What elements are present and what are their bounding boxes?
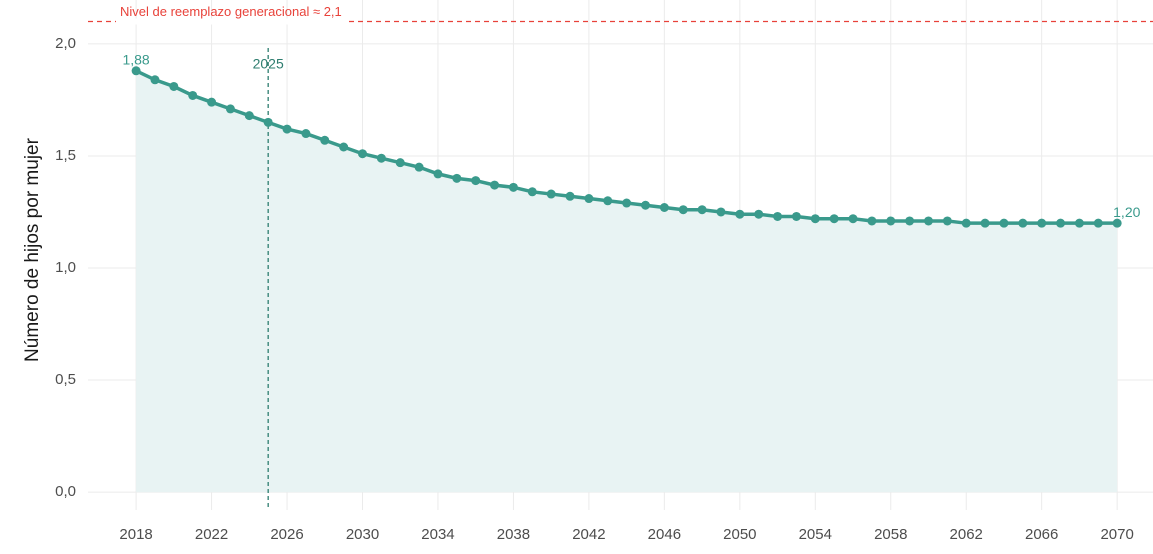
point <box>754 209 764 219</box>
point <box>565 191 575 201</box>
point <box>546 189 556 199</box>
point <box>886 216 896 226</box>
point <box>244 111 254 121</box>
point <box>490 180 500 190</box>
point <box>1018 218 1028 228</box>
point <box>339 142 349 152</box>
point <box>848 214 858 224</box>
x-tick-label: 2034 <box>421 526 454 543</box>
point <box>1093 218 1103 228</box>
point <box>471 176 481 186</box>
point <box>678 205 688 215</box>
x-tick-label: 2018 <box>119 526 152 543</box>
point <box>697 205 707 215</box>
point <box>867 216 877 226</box>
x-tick-label: 2066 <box>1025 526 1058 543</box>
point <box>942 216 952 226</box>
point <box>980 218 990 228</box>
point <box>791 211 801 221</box>
y-tick-label: 1,0 <box>55 259 76 276</box>
point <box>282 124 292 134</box>
x-tick-label: 2038 <box>497 526 530 543</box>
point <box>150 75 160 85</box>
point <box>923 216 933 226</box>
y-tick-label: 1,5 <box>55 147 76 164</box>
data-label: 1,88 <box>122 52 149 68</box>
y-tick-label: 0,0 <box>55 483 76 500</box>
label-background <box>116 18 346 25</box>
point <box>527 187 537 197</box>
point <box>131 66 141 76</box>
point <box>735 209 745 219</box>
point <box>773 211 783 221</box>
point <box>414 162 424 172</box>
y-tick-label: 2,0 <box>55 35 76 52</box>
data-label: 1,20 <box>1113 204 1140 220</box>
point <box>188 90 198 100</box>
x-tick-label: 2050 <box>723 526 756 543</box>
point <box>622 198 632 208</box>
x-tick-label: 2026 <box>270 526 303 543</box>
point <box>433 169 443 179</box>
point <box>376 153 386 163</box>
point <box>320 135 330 145</box>
point <box>263 117 273 127</box>
x-tick-label: 2022 <box>195 526 228 543</box>
point <box>905 216 915 226</box>
y-tick-label: 0,5 <box>55 371 76 388</box>
x-tick-label: 2046 <box>648 526 681 543</box>
point <box>659 202 669 212</box>
point <box>358 149 368 159</box>
point <box>961 218 971 228</box>
x-tick-label: 2054 <box>799 526 832 543</box>
point <box>169 81 179 91</box>
x-tick-label: 2058 <box>874 526 907 543</box>
x-tick-label: 2030 <box>346 526 379 543</box>
point <box>584 194 594 204</box>
point <box>452 173 462 183</box>
point <box>716 207 726 217</box>
point <box>603 196 613 206</box>
point <box>810 214 820 224</box>
point <box>1074 218 1084 228</box>
point <box>1037 218 1047 228</box>
point <box>640 200 650 210</box>
x-tick-label: 2070 <box>1100 526 1133 543</box>
x-tick-label: 2062 <box>950 526 983 543</box>
y-axis-label: Número de hijos por mujer <box>22 137 43 362</box>
point <box>225 104 235 114</box>
reference-label: Nivel de reemplazo generacional ≈ 2,1 <box>120 4 342 19</box>
point <box>207 97 217 107</box>
area <box>136 70 1118 493</box>
point <box>301 129 311 139</box>
point <box>1112 218 1122 228</box>
point <box>999 218 1009 228</box>
reference-label: 2025 <box>253 56 284 72</box>
point <box>508 182 518 192</box>
x-tick-label: 2042 <box>572 526 605 543</box>
point <box>395 158 405 168</box>
point <box>829 214 839 224</box>
point <box>1056 218 1066 228</box>
